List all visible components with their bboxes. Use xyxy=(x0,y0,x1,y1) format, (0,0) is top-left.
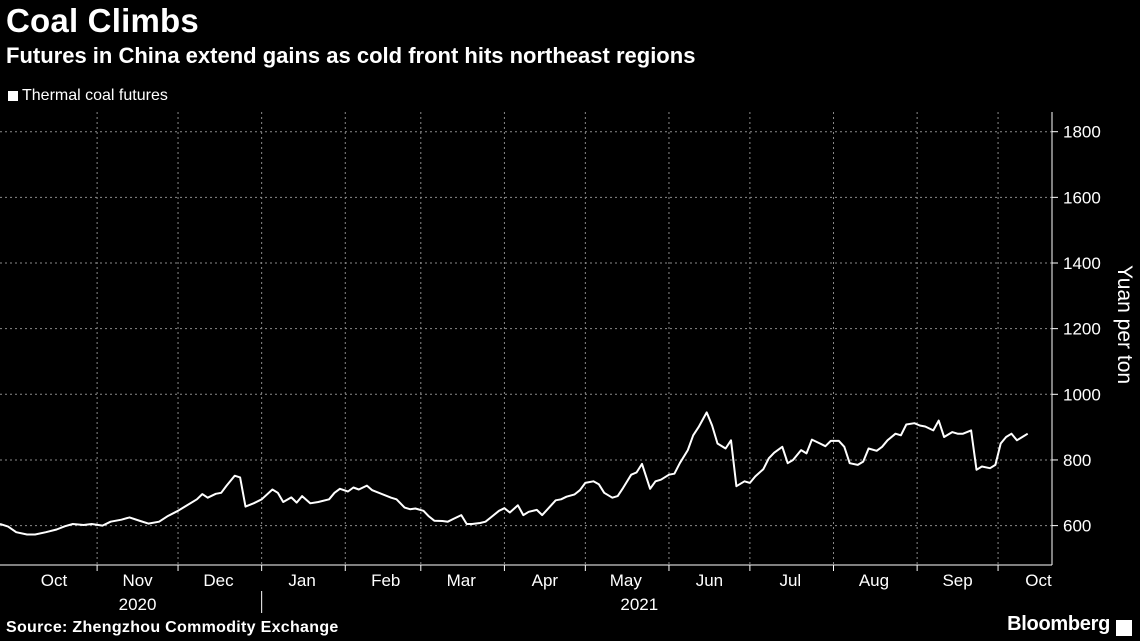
year-label: 2020 xyxy=(119,595,157,614)
chart-title: Coal Climbs xyxy=(6,2,199,39)
x-tick-label: Apr xyxy=(532,571,559,590)
x-tick-label: Sep xyxy=(942,571,972,590)
y-axis-title: Yuan per ton xyxy=(1113,265,1136,384)
x-tick-label: Dec xyxy=(203,571,234,590)
year-label: 2021 xyxy=(620,595,658,614)
x-tick-label: Aug xyxy=(859,571,889,590)
y-tick-label: 1200 xyxy=(1063,320,1101,339)
y-tick-label: 600 xyxy=(1063,517,1091,536)
series-line xyxy=(0,411,1029,536)
x-tick-label: Feb xyxy=(371,571,400,590)
source-note: Source: Zhengzhou Commodity Exchange xyxy=(6,619,339,636)
y-tick-label: 1000 xyxy=(1063,385,1101,404)
x-tick-label: Jun xyxy=(696,571,723,590)
x-tick-label: Oct xyxy=(1025,571,1052,590)
y-tick-label: 1400 xyxy=(1063,254,1101,273)
x-tick-label: Nov xyxy=(122,571,153,590)
brand-square-icon xyxy=(1116,620,1132,636)
legend: Thermal coal futures xyxy=(8,87,168,105)
x-tick-label: Jul xyxy=(779,571,801,590)
y-tick-label: 1600 xyxy=(1063,188,1101,207)
x-tick-label: Mar xyxy=(447,571,477,590)
x-tick-label: Jan xyxy=(288,571,315,590)
legend-label: Thermal coal futures xyxy=(22,87,168,104)
chart-subtitle: Futures in China extend gains as cold fr… xyxy=(6,43,696,68)
legend-swatch xyxy=(8,91,18,101)
y-tick-label: 800 xyxy=(1063,451,1091,470)
brand-logo: Bloomberg xyxy=(1007,613,1110,635)
y-tick-label: 1800 xyxy=(1063,123,1101,142)
x-tick-label: Oct xyxy=(41,571,68,590)
x-tick-label: May xyxy=(610,571,643,590)
